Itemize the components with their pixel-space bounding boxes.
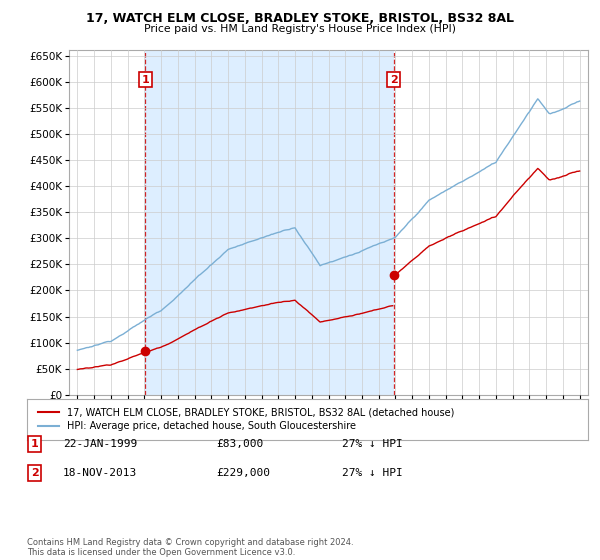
Legend: 17, WATCH ELM CLOSE, BRADLEY STOKE, BRISTOL, BS32 8AL (detached house), HPI: Ave: 17, WATCH ELM CLOSE, BRADLEY STOKE, BRIS… — [35, 404, 457, 435]
Bar — [145, 50, 394, 395]
Text: 27% ↓ HPI: 27% ↓ HPI — [342, 439, 403, 449]
Text: 2: 2 — [31, 468, 38, 478]
Text: 1: 1 — [31, 439, 38, 449]
Text: 27% ↓ HPI: 27% ↓ HPI — [342, 468, 403, 478]
Text: 22-JAN-1999: 22-JAN-1999 — [63, 439, 137, 449]
Text: £229,000: £229,000 — [216, 468, 270, 478]
Text: 1: 1 — [142, 74, 149, 85]
Text: 2: 2 — [390, 74, 398, 85]
Text: £83,000: £83,000 — [216, 439, 263, 449]
Text: 17, WATCH ELM CLOSE, BRADLEY STOKE, BRISTOL, BS32 8AL: 17, WATCH ELM CLOSE, BRADLEY STOKE, BRIS… — [86, 12, 514, 25]
Text: 18-NOV-2013: 18-NOV-2013 — [63, 468, 137, 478]
Text: Contains HM Land Registry data © Crown copyright and database right 2024.
This d: Contains HM Land Registry data © Crown c… — [27, 538, 353, 557]
Text: Price paid vs. HM Land Registry's House Price Index (HPI): Price paid vs. HM Land Registry's House … — [144, 24, 456, 34]
